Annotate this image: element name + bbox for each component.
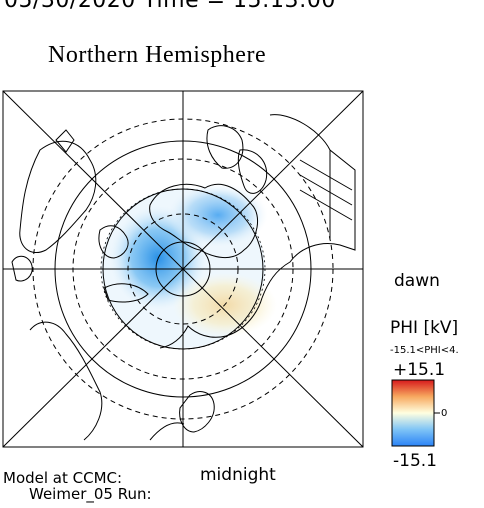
colorbar-min-label: -15.1 [393,451,437,471]
colorbar-title: PHI [kV] [390,318,459,338]
plot-title: Northern Hemisphere [48,42,267,68]
plot-frame [2,90,364,448]
local-time-grid [3,91,363,447]
colorbar-range: -15.1<PHI<4. [390,345,459,356]
coastlines [11,114,356,441]
model-credit: Model at CCMC: [3,469,123,487]
colorbar-zero-label: 0 [441,408,448,419]
dawn-label: dawn [394,271,440,291]
run-label: Weimer_05 Run: [29,485,152,503]
potential-pattern [101,183,277,348]
potential-contours [100,188,266,350]
colorbar-max-label: +15.1 [393,360,446,380]
colorbar [391,379,435,447]
midnight-label: midnight [200,465,276,485]
datetime-header: 05/30/2020 Time = 15:13:00 [4,0,336,13]
